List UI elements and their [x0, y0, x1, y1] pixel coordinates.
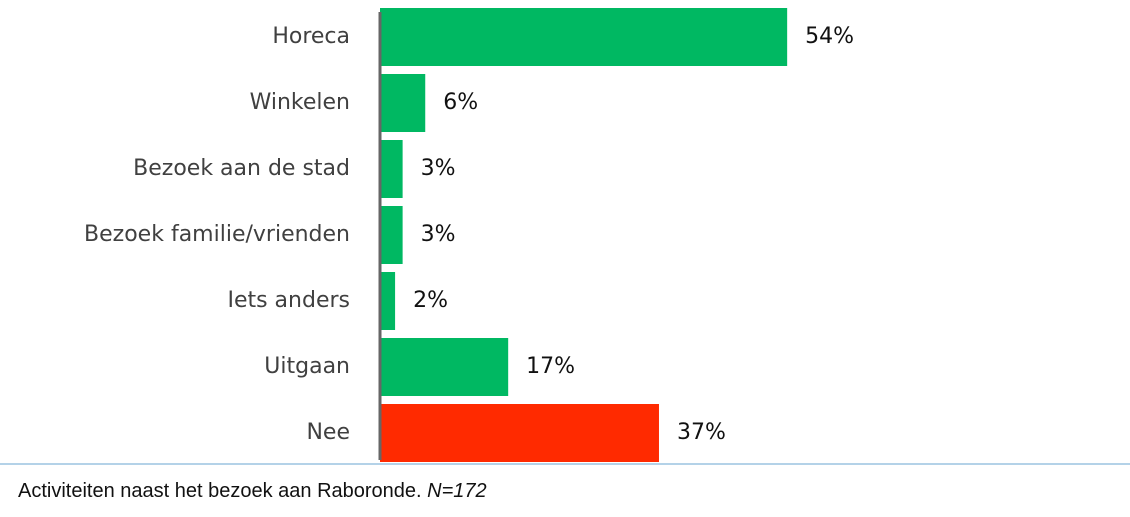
category-label: Winkelen	[250, 90, 350, 115]
category-label: Iets anders	[227, 288, 350, 313]
value-label: 37%	[677, 420, 726, 445]
bar	[380, 8, 788, 66]
caption: Activiteiten naast het bezoek aan Raboro…	[18, 480, 487, 503]
value-label: 2%	[413, 288, 448, 313]
bar	[380, 206, 403, 264]
bar	[380, 272, 396, 330]
value-label: 54%	[805, 24, 854, 49]
bar	[380, 404, 659, 462]
value-label: 6%	[443, 90, 478, 115]
bar	[380, 338, 509, 396]
category-label: Bezoek familie/vrienden	[84, 222, 350, 247]
category-label: Horeca	[272, 24, 350, 49]
category-label: Bezoek aan de stad	[133, 156, 350, 181]
category-label: Nee	[306, 420, 350, 445]
caption-note: N=172	[427, 480, 487, 502]
value-label: 3%	[421, 156, 456, 181]
value-label: 3%	[421, 222, 456, 247]
bar	[380, 140, 403, 198]
caption-text: Activiteiten naast het bezoek aan Raboro…	[18, 480, 422, 502]
bar	[380, 74, 426, 132]
category-label: Uitgaan	[264, 354, 350, 379]
value-label: 17%	[526, 354, 575, 379]
